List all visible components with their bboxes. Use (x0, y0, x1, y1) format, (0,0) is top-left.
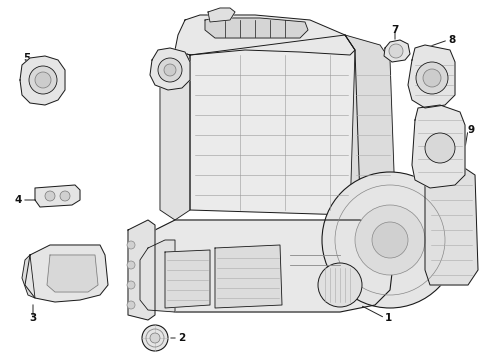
Circle shape (29, 66, 57, 94)
Polygon shape (35, 185, 80, 207)
Circle shape (422, 69, 440, 87)
Circle shape (127, 301, 135, 309)
Text: 4: 4 (15, 195, 22, 205)
Circle shape (163, 64, 176, 76)
Circle shape (321, 172, 457, 308)
Polygon shape (345, 35, 394, 215)
Text: 2: 2 (178, 333, 185, 343)
Circle shape (388, 44, 402, 58)
Circle shape (45, 191, 55, 201)
Text: 8: 8 (447, 35, 454, 45)
Circle shape (424, 133, 454, 163)
Polygon shape (175, 15, 354, 55)
Polygon shape (383, 40, 409, 62)
Polygon shape (47, 255, 98, 292)
Circle shape (415, 62, 447, 94)
Polygon shape (20, 56, 65, 105)
Text: 7: 7 (390, 25, 398, 35)
Polygon shape (207, 8, 235, 22)
Circle shape (127, 281, 135, 289)
Polygon shape (145, 220, 394, 312)
Polygon shape (190, 35, 359, 215)
Circle shape (142, 325, 168, 351)
Polygon shape (25, 245, 108, 302)
Circle shape (127, 261, 135, 269)
Circle shape (127, 241, 135, 249)
Polygon shape (160, 50, 190, 220)
Circle shape (371, 222, 407, 258)
Polygon shape (424, 165, 477, 285)
Polygon shape (128, 220, 155, 320)
Circle shape (60, 191, 70, 201)
Circle shape (317, 263, 361, 307)
Polygon shape (140, 240, 175, 312)
Polygon shape (204, 18, 307, 38)
Polygon shape (215, 245, 282, 308)
Polygon shape (411, 105, 464, 188)
Polygon shape (407, 45, 454, 108)
Text: 5: 5 (23, 53, 31, 63)
Circle shape (158, 58, 182, 82)
Polygon shape (22, 255, 35, 298)
Text: 1: 1 (384, 313, 391, 323)
Circle shape (354, 205, 424, 275)
Polygon shape (150, 48, 190, 90)
Text: 3: 3 (29, 313, 37, 323)
Text: 9: 9 (467, 125, 474, 135)
Circle shape (35, 72, 51, 88)
Text: 6: 6 (184, 30, 191, 40)
Circle shape (150, 333, 160, 343)
Polygon shape (164, 250, 209, 308)
